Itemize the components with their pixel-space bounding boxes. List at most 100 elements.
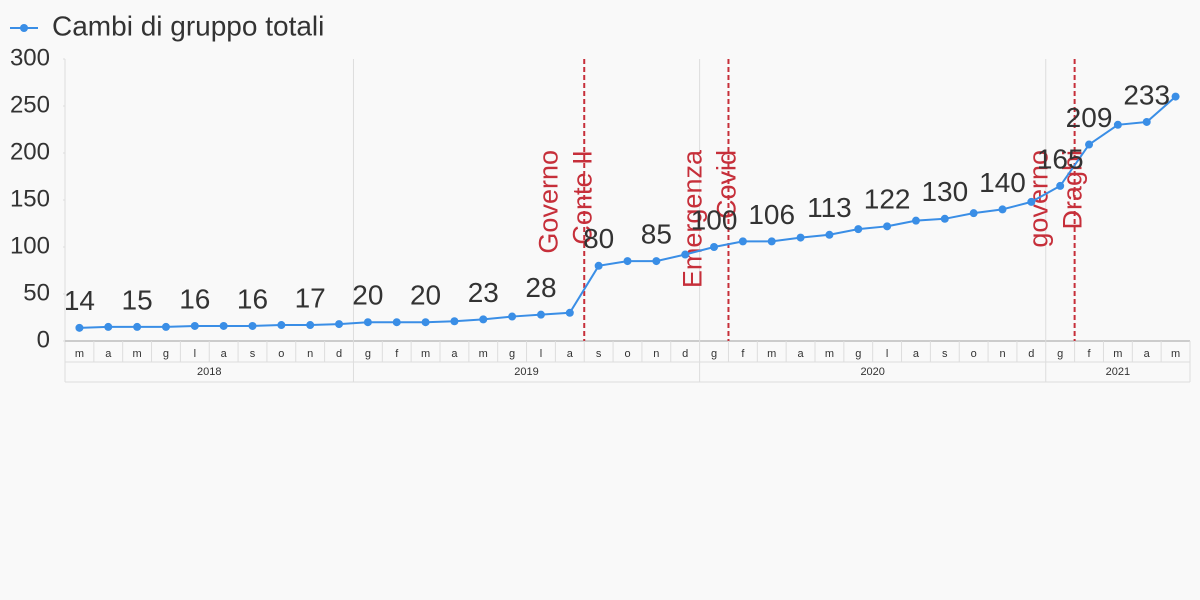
x-tick-label: g <box>711 348 717 360</box>
data-label: 14 <box>64 285 95 316</box>
x-tick-label: n <box>999 348 1005 360</box>
data-point <box>1171 92 1180 101</box>
data-label: 233 <box>1123 79 1170 110</box>
data-label: 80 <box>583 223 614 254</box>
x-tick-label: s <box>596 348 602 360</box>
data-label: 113 <box>807 192 852 223</box>
x-tick-label: a <box>1144 348 1151 360</box>
y-tick-label: 300 <box>10 44 50 71</box>
data-point <box>940 214 949 223</box>
x-group-label: 2019 <box>514 366 538 378</box>
x-tick-label: a <box>567 348 574 360</box>
data-label: 20 <box>352 280 383 311</box>
x-tick-label: o <box>278 348 284 360</box>
x-tick-label: g <box>163 348 169 360</box>
x-tick-label: a <box>913 348 920 360</box>
data-point <box>681 250 690 259</box>
x-tick-label: d <box>336 348 342 360</box>
data-label: 140 <box>979 167 1026 198</box>
data-label: 16 <box>237 283 268 314</box>
y-tick-label: 50 <box>23 279 50 306</box>
data-point <box>710 243 719 251</box>
y-tick-label: 150 <box>10 185 50 212</box>
data-point <box>479 315 488 324</box>
data-point <box>1142 117 1151 126</box>
data-point <box>767 237 776 246</box>
x-tick-label: m <box>825 348 834 360</box>
data-point <box>277 321 286 330</box>
data-label: 130 <box>921 176 968 207</box>
x-tick-label: n <box>653 348 659 360</box>
data-point <box>421 318 430 327</box>
data-label: 28 <box>525 272 556 303</box>
data-point <box>1056 181 1065 190</box>
x-tick-label: l <box>194 348 196 360</box>
data-point <box>335 320 344 329</box>
x-tick-label: n <box>307 348 313 360</box>
x-tick-label: s <box>942 348 948 360</box>
x-tick-label: a <box>221 348 228 360</box>
data-point <box>911 216 920 225</box>
x-tick-label: m <box>75 348 84 360</box>
data-label: 165 <box>1037 143 1084 174</box>
x-tick-label: a <box>798 348 805 360</box>
annotation-text: Conte II <box>567 150 597 245</box>
data-label: 17 <box>295 282 326 313</box>
data-point <box>363 318 372 327</box>
x-tick-label: o <box>624 348 630 360</box>
data-label: 85 <box>641 218 672 249</box>
y-tick-label: 200 <box>10 138 50 165</box>
annotation-text: Draghi <box>1058 150 1088 230</box>
data-label: 23 <box>468 277 499 308</box>
x-group-label: 2020 <box>860 366 884 378</box>
data-point <box>248 321 257 330</box>
x-tick-label: m <box>1171 348 1180 360</box>
data-point <box>75 323 84 332</box>
annotation-text: Governo <box>533 150 563 254</box>
x-tick-label: l <box>540 348 542 360</box>
data-point <box>883 222 892 231</box>
data-point <box>392 318 401 327</box>
data-label: 15 <box>122 284 153 315</box>
x-tick-label: m <box>479 348 488 360</box>
x-group-label: 2018 <box>197 366 221 378</box>
data-point <box>219 321 228 330</box>
data-point <box>796 233 805 242</box>
x-tick-label: g <box>365 348 371 360</box>
data-point <box>450 317 459 326</box>
data-point <box>854 225 863 234</box>
y-tick-label: 0 <box>37 326 50 353</box>
x-group-label: 2021 <box>1106 366 1130 378</box>
data-label: 209 <box>1066 102 1113 133</box>
data-point <box>508 312 517 321</box>
data-label: 122 <box>864 184 911 215</box>
x-tick-label: m <box>421 348 430 360</box>
x-tick-label: o <box>971 348 977 360</box>
data-point <box>738 237 747 246</box>
x-tick-label: d <box>682 348 688 360</box>
data-point <box>594 261 603 270</box>
data-label: 100 <box>691 204 738 235</box>
data-point <box>190 321 199 330</box>
legend-marker <box>20 24 28 32</box>
data-point <box>969 209 978 218</box>
data-point <box>1113 120 1122 129</box>
annotation-text: Emergenza <box>678 149 708 288</box>
x-tick-label: l <box>886 348 888 360</box>
x-tick-label: m <box>1113 348 1122 360</box>
x-tick-label: d <box>1028 348 1034 360</box>
data-label: 20 <box>410 280 441 311</box>
x-tick-label: a <box>105 348 112 360</box>
data-label: 106 <box>748 199 795 230</box>
data-point <box>104 322 113 331</box>
x-tick-label: s <box>250 348 256 360</box>
data-point <box>161 322 170 331</box>
x-tick-label: m <box>133 348 142 360</box>
x-tick-label: g <box>855 348 861 360</box>
x-tick-label: f <box>1088 348 1092 360</box>
x-tick-label: g <box>1057 348 1063 360</box>
data-point <box>623 257 632 266</box>
y-tick-label: 250 <box>10 91 50 118</box>
data-point <box>565 308 574 317</box>
